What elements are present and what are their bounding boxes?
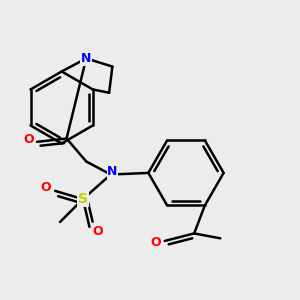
Text: N: N — [107, 165, 118, 178]
Text: O: O — [24, 133, 34, 146]
Text: O: O — [150, 236, 161, 249]
Text: O: O — [41, 181, 51, 194]
Text: O: O — [92, 225, 103, 238]
Text: S: S — [78, 192, 88, 206]
Text: N: N — [81, 52, 92, 65]
